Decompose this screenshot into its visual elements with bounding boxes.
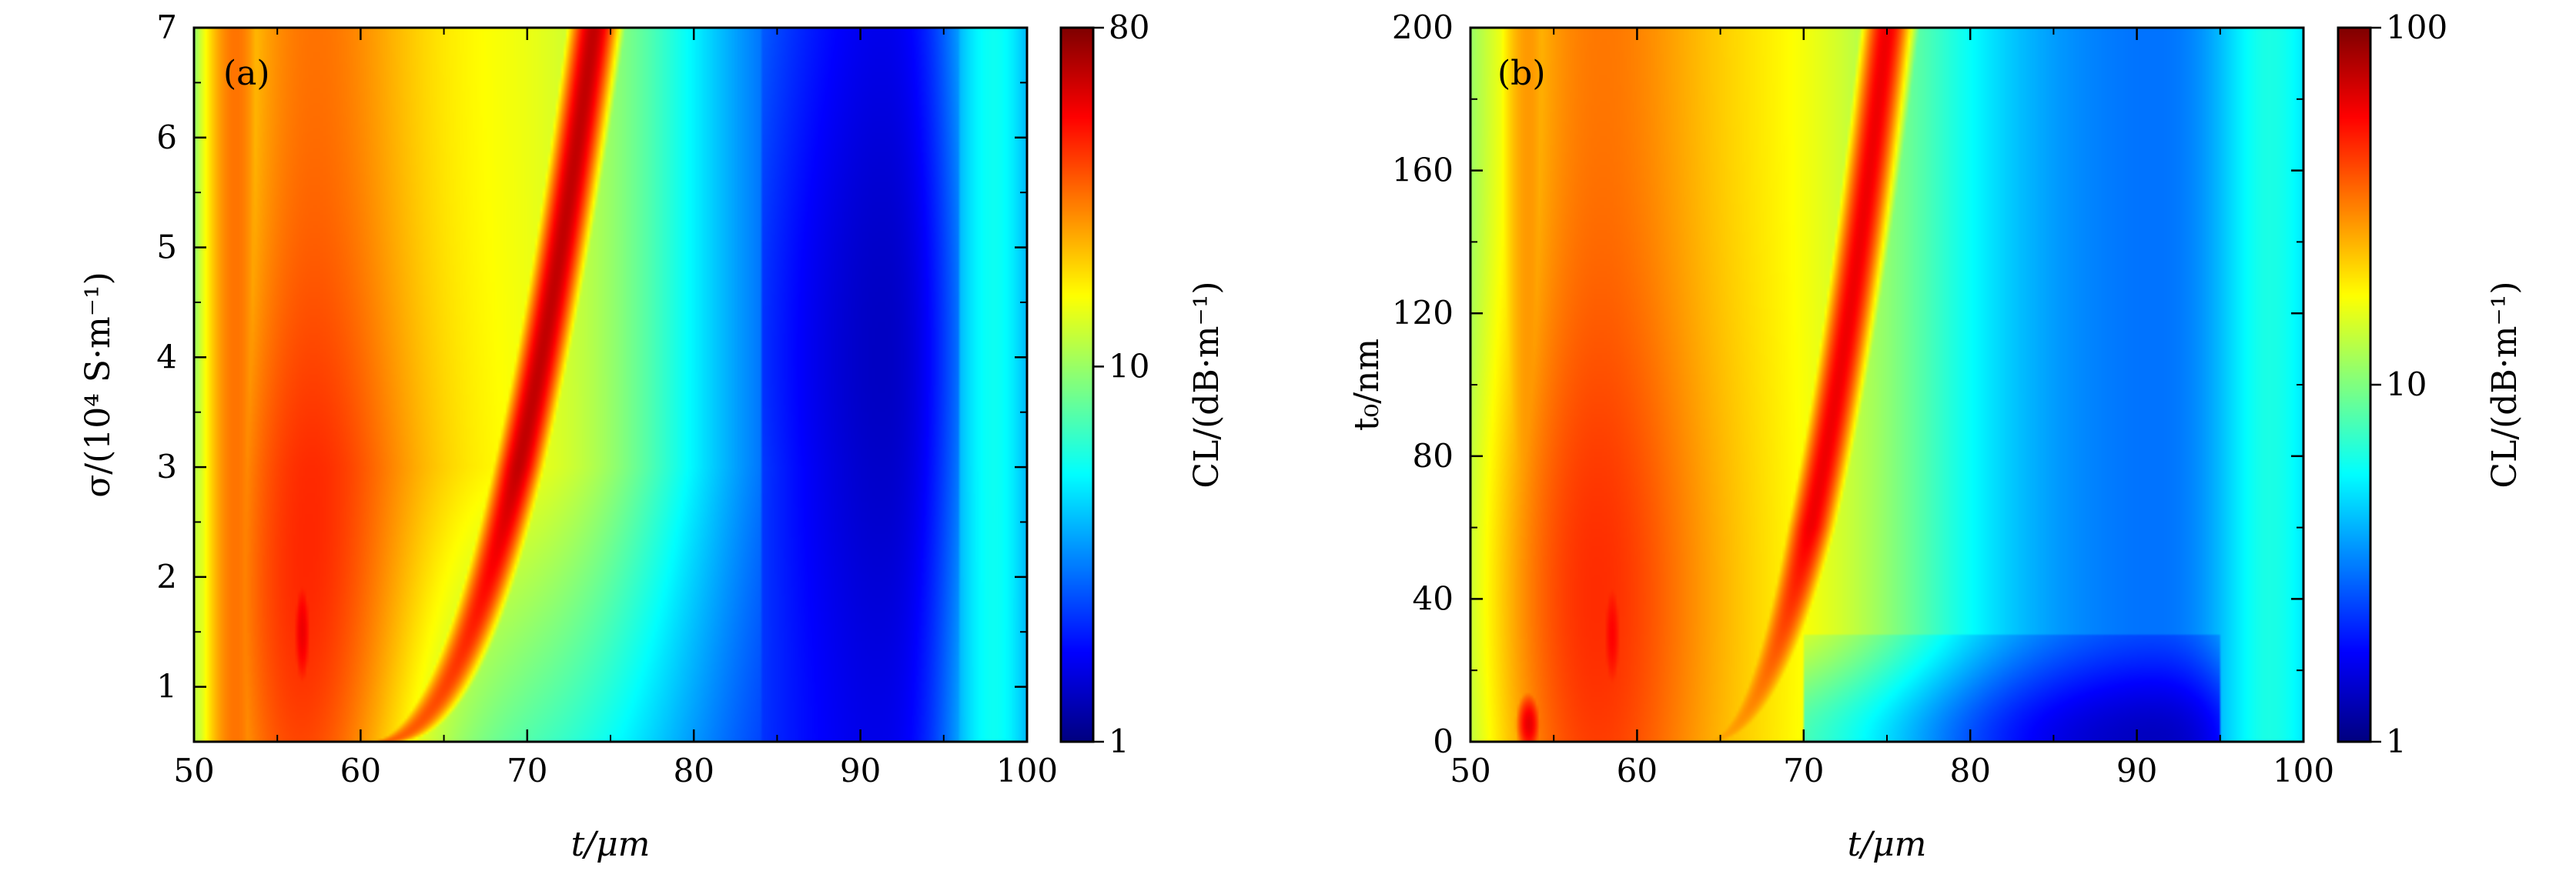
x-tick-label: 60	[340, 752, 381, 789]
x-tick-label: 90	[840, 752, 881, 789]
colorbar-tick-label: 100	[2386, 8, 2447, 46]
x-tick-label: 70	[507, 752, 547, 789]
y-tick-label: 3	[156, 448, 177, 486]
x-tick-label: 50	[173, 752, 214, 789]
y-tick-label: 0	[1433, 722, 1454, 760]
colorbar-label-a: CL/(dB·m⁻¹)	[1187, 281, 1226, 488]
colorbar-tick-label: 80	[1109, 8, 1149, 46]
panel-b: 50 60 70 80 90 100 0 40 80 120 160 200 (b) t/μm t₀…	[1347, 8, 2524, 864]
x-axis-ticks-a: 50 60 70 80 90 100	[173, 28, 1058, 789]
colorbar-b	[2338, 28, 2370, 742]
y-tick-label: 2	[156, 558, 177, 596]
x-axis-label-a: t/μm	[571, 825, 651, 864]
x-tick-label: 80	[673, 752, 714, 789]
x-tick-label: 60	[1617, 752, 1658, 789]
heatmap-b	[1470, 28, 2303, 742]
x-tick-label: 100	[996, 752, 1058, 789]
x-tick-label: 90	[2116, 752, 2157, 789]
x-axis-ticks-b: 50 60 70 80 90 100	[1450, 28, 2334, 789]
colorbar-tick-label: 1	[1109, 722, 1129, 760]
panel-label-b: (b)	[1497, 54, 1546, 93]
heatmap-a	[194, 28, 1027, 742]
y-axis-ticks-a: 1 2 3 4 5 6 7	[156, 8, 1027, 706]
x-tick-label: 50	[1450, 752, 1490, 789]
y-tick-label: 6	[156, 118, 177, 156]
y-axis-label-a: σ/(10⁴ S·m⁻¹)	[79, 272, 118, 498]
x-tick-label: 80	[1949, 752, 1990, 789]
y-tick-label: 1	[156, 668, 177, 706]
y-tick-label: 200	[1392, 8, 1454, 46]
y-tick-label: 160	[1392, 152, 1454, 189]
y-tick-label: 5	[156, 229, 177, 266]
y-axis-label-b: t₀/nm	[1347, 339, 1387, 431]
colorbar-a	[1061, 28, 1093, 742]
colorbar-tick-label: 10	[1109, 347, 1149, 385]
y-tick-label: 40	[1413, 579, 1454, 617]
y-axis-ticks-b: 0 40 80 120 160 200	[1392, 8, 2303, 760]
colorbar-tick-label: 10	[2386, 365, 2427, 403]
x-tick-label: 70	[1783, 752, 1824, 789]
y-tick-label: 4	[156, 338, 177, 375]
panel-label-a: (a)	[223, 54, 270, 93]
x-tick-label: 100	[2273, 752, 2334, 789]
colorbar-ticks-a: 1 10 80	[1093, 8, 1149, 760]
colorbar-label-b: CL/(dB·m⁻¹)	[2485, 281, 2524, 488]
x-axis-label-b: t/μm	[1848, 825, 1927, 864]
y-tick-label: 120	[1392, 294, 1454, 332]
y-tick-label: 7	[156, 8, 177, 46]
y-tick-label: 80	[1413, 437, 1454, 475]
colorbar-frame-a	[1059, 26, 1095, 743]
panel-a: 50 60 70 80 90 100 1 2 3 4 5 6 7 (a) t/μm σ/(10⁴ S·…	[79, 8, 1226, 864]
colorbar-ticks-b: 1 10 100	[2370, 8, 2447, 760]
colorbar-tick-label: 1	[2386, 722, 2407, 760]
